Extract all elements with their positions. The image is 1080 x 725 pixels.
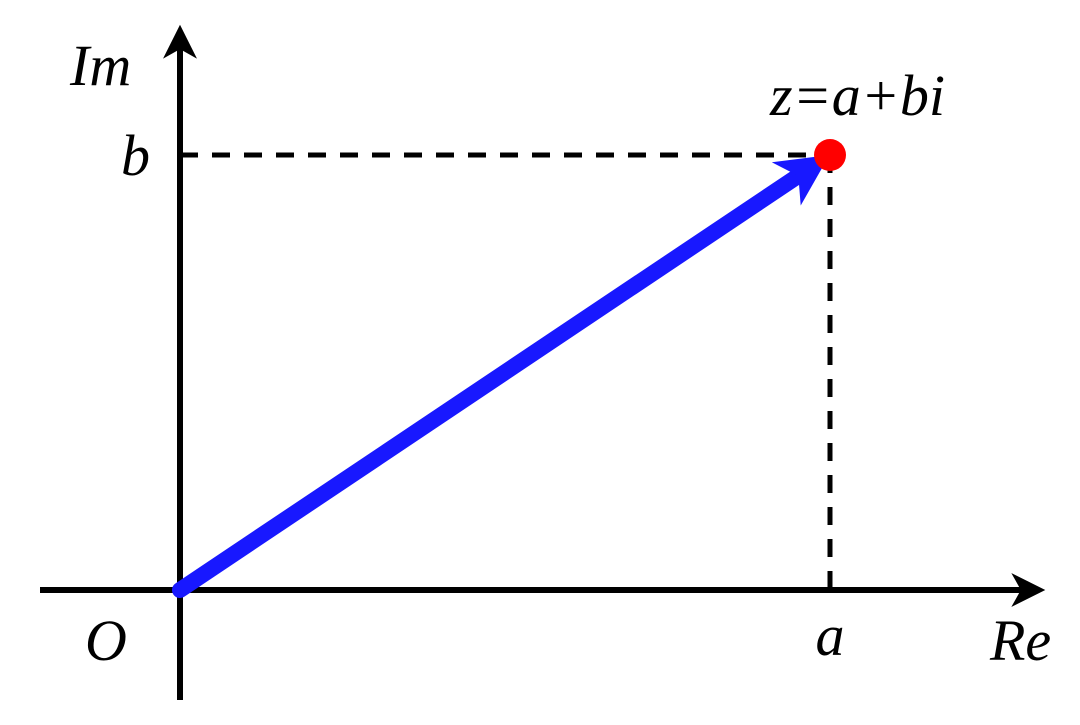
b-label: b [121, 123, 150, 188]
x-axis-label: Re [989, 608, 1051, 673]
y-axis-label: Im [69, 33, 131, 98]
point-label: z=a+bi [769, 63, 945, 128]
origin-label: O [85, 608, 127, 673]
complex-plane-plot: Im Re O a b z=a+bi [0, 0, 1080, 725]
vector-z [180, 168, 810, 590]
point-z [814, 139, 846, 171]
a-label: a [816, 603, 845, 668]
